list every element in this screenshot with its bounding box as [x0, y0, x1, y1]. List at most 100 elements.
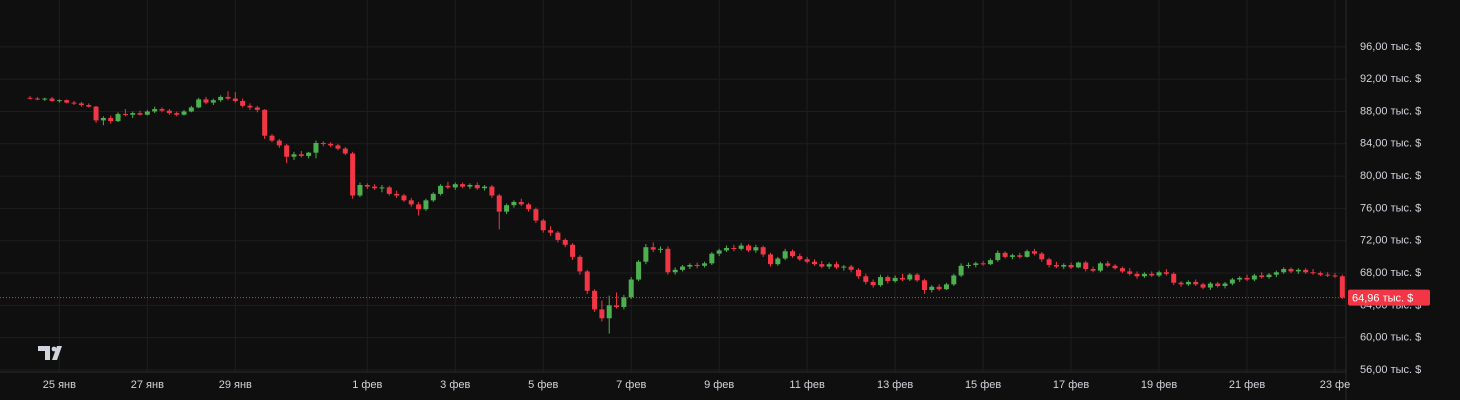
candle-body [526, 204, 532, 210]
candle-body [210, 100, 216, 103]
candle-body [56, 100, 62, 102]
candle-body [892, 277, 898, 282]
candle-body [313, 142, 319, 153]
candle-body [254, 107, 260, 110]
x-tick-label: 7 фев [616, 379, 646, 391]
y-tick-label: 92,00 тыс. $ [1360, 73, 1421, 85]
candle-body [1156, 272, 1162, 276]
x-tick-label: 9 фев [704, 379, 734, 391]
candle-body [621, 297, 627, 307]
candle-body [973, 263, 979, 265]
candle-body [636, 261, 642, 280]
candle-body [218, 96, 224, 101]
candle-body [650, 247, 656, 250]
candle-body [1317, 273, 1323, 275]
candle-body [885, 277, 891, 282]
candle-body [1229, 279, 1235, 284]
candle-body [423, 200, 429, 210]
candle-body [1163, 272, 1169, 274]
x-tick-label: 17 фев [1053, 379, 1089, 391]
candle-body [430, 193, 436, 201]
y-tick-label: 72,00 тыс. $ [1360, 235, 1421, 247]
candle-body [863, 276, 869, 282]
candle-body [489, 186, 495, 196]
candle-body [49, 98, 55, 101]
y-tick-label: 88,00 тыс. $ [1360, 105, 1421, 117]
x-tick-label: 25 янв [43, 379, 76, 391]
candle-body [936, 286, 942, 290]
candle-body [159, 109, 165, 111]
candle-body [870, 281, 876, 286]
candle-body [658, 248, 664, 250]
candle-body [328, 143, 334, 146]
candle-body [980, 263, 986, 265]
candle-body [34, 98, 40, 100]
candle-body [452, 184, 458, 188]
candle-body [665, 248, 671, 273]
candle-body [306, 152, 312, 156]
x-tick-label: 5 фев [528, 379, 558, 391]
candle-body [584, 271, 590, 291]
candle-body [907, 274, 913, 280]
candle-body [738, 245, 744, 249]
candle-body [760, 247, 766, 255]
candle-body [841, 266, 847, 268]
candle-body [746, 245, 752, 251]
candle-body [819, 264, 825, 267]
candle-body [504, 205, 510, 212]
candle-body [848, 266, 854, 270]
candle-body [42, 98, 48, 100]
candle-body [1061, 264, 1067, 267]
candle-body [364, 184, 370, 187]
candle-body [240, 100, 246, 106]
candle-body [702, 263, 708, 266]
x-tick-label: 19 фев [1141, 379, 1177, 391]
candle-body [152, 109, 158, 112]
candle-body [1046, 259, 1052, 265]
candle-body [130, 113, 136, 115]
candle-body [320, 142, 326, 144]
candle-body [460, 184, 466, 187]
last-price-label: 64,96 тыс. $ [1352, 293, 1413, 305]
x-tick-label: 21 фев [1229, 379, 1265, 391]
candle-body [929, 286, 935, 291]
x-tick-label: 11 фев [789, 379, 825, 391]
candle-body [394, 193, 400, 196]
candle-body [416, 204, 422, 210]
candle-body [1200, 284, 1206, 288]
candle-body [1002, 252, 1008, 257]
candle-body [203, 99, 209, 103]
candle-body [680, 266, 686, 270]
candle-body [606, 305, 612, 319]
candle-body [1090, 269, 1096, 271]
candle-body [540, 220, 546, 231]
candle-body [269, 135, 275, 141]
y-tick-label: 56,00 тыс. $ [1360, 364, 1421, 376]
candle-body [687, 264, 693, 267]
candle-body [1134, 273, 1140, 277]
candle-body [548, 230, 554, 233]
candle-body [1222, 283, 1228, 286]
candle-body [284, 145, 290, 157]
candle-body [1127, 271, 1133, 274]
logo-dot [51, 346, 57, 352]
candle-body [958, 265, 964, 276]
candle-body [1325, 274, 1331, 276]
candle-body [474, 184, 480, 189]
candle-body [482, 186, 488, 189]
candle-body [1053, 264, 1059, 267]
candle-body [1112, 265, 1118, 269]
candle-body [1303, 269, 1309, 273]
candle-body [1339, 276, 1345, 298]
candle-body [899, 277, 905, 280]
candle-body [225, 96, 231, 99]
candle-body [951, 275, 957, 285]
candle-body [408, 200, 414, 205]
x-tick-label: 1 фев [352, 379, 382, 391]
candle-body [335, 145, 341, 149]
candle-body [357, 184, 363, 196]
x-tick-label: 13 фев [877, 379, 913, 391]
candle-body [1024, 251, 1030, 257]
candle-body [1097, 263, 1103, 271]
